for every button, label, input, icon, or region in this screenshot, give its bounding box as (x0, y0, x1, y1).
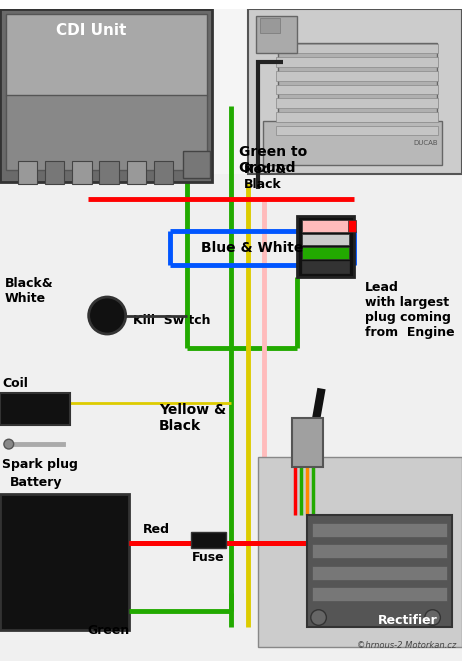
Text: Blue & White: Blue & White (201, 241, 303, 255)
Bar (0, 393, 70, 425)
Bar (312, 566, 447, 580)
Text: Kill  Switch: Kill Switch (134, 314, 211, 327)
Bar (307, 515, 452, 627)
Bar (278, 43, 438, 155)
Text: Battery: Battery (10, 476, 62, 488)
Bar (312, 588, 447, 601)
Bar (100, 161, 119, 184)
Bar (276, 84, 438, 94)
Bar (276, 125, 438, 135)
Text: ©hrnous-2 Motorkan.cz: ©hrnous-2 Motorkan.cz (357, 641, 456, 650)
Bar (276, 44, 438, 54)
Circle shape (311, 610, 327, 625)
Circle shape (4, 440, 14, 449)
Bar (312, 523, 447, 537)
Bar (248, 9, 462, 174)
Text: CDI Unit: CDI Unit (56, 23, 127, 38)
Text: Black&
White: Black& White (5, 277, 54, 305)
Bar (302, 220, 349, 232)
Bar (154, 161, 173, 184)
Text: Red: Red (142, 523, 169, 536)
Bar (263, 121, 442, 165)
Bar (6, 15, 207, 96)
Bar (276, 71, 438, 80)
Bar (127, 161, 146, 184)
Point (7, 440, 13, 448)
Bar (302, 261, 349, 273)
Bar (18, 161, 37, 184)
Text: Red &
Black: Red & Black (244, 163, 286, 191)
Bar (6, 95, 207, 170)
Text: Green: Green (88, 624, 130, 637)
Bar (348, 220, 356, 232)
Bar (292, 418, 323, 466)
Bar (276, 112, 438, 122)
Circle shape (425, 610, 440, 625)
Point (61, 440, 66, 448)
Text: Rectifier: Rectifier (378, 614, 438, 627)
Bar (276, 98, 438, 108)
Bar (45, 161, 64, 184)
Text: Lead
with largest
plug coming
from  Engine: Lead with largest plug coming from Engin… (365, 281, 455, 340)
Circle shape (89, 297, 126, 334)
Text: Green to
Ground: Green to Ground (239, 145, 307, 176)
Bar (297, 216, 354, 277)
Text: DUCAB: DUCAB (413, 140, 438, 146)
Bar (0, 9, 212, 182)
Bar (191, 532, 226, 548)
Bar (72, 161, 91, 184)
Bar (276, 58, 438, 67)
Bar (258, 457, 462, 647)
Text: Yellow &
Black: Yellow & Black (159, 403, 226, 433)
Bar (260, 18, 280, 33)
Bar (312, 545, 447, 558)
Bar (0, 494, 128, 630)
Bar (302, 234, 349, 245)
Bar (302, 247, 349, 259)
Text: Spark plug: Spark plug (2, 458, 78, 471)
Text: Fuse: Fuse (192, 551, 225, 564)
Text: Coil: Coil (2, 377, 28, 390)
Bar (0, 174, 462, 661)
Bar (256, 17, 297, 54)
Bar (183, 151, 210, 178)
